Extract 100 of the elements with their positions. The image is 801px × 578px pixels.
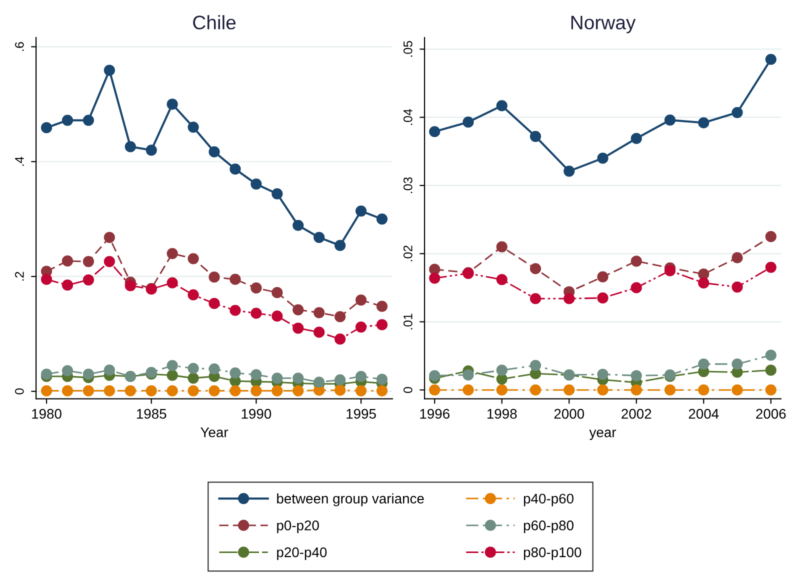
point — [664, 265, 676, 276]
legend-label: p80-p100 — [524, 547, 582, 560]
point — [355, 294, 367, 306]
point — [208, 298, 220, 310]
point — [597, 292, 608, 304]
point — [82, 385, 94, 396]
point — [698, 358, 710, 370]
chart-title: Chile — [193, 15, 236, 30]
point — [166, 277, 178, 288]
point — [146, 385, 157, 396]
point — [82, 256, 94, 268]
x-tick-label: 2004 — [688, 408, 719, 419]
point — [314, 232, 325, 243]
point — [765, 262, 776, 273]
point — [62, 114, 74, 126]
point — [429, 272, 440, 284]
point — [104, 256, 115, 268]
point — [530, 130, 542, 142]
x-tick-label: 2000 — [554, 408, 584, 419]
legend-label: p0-p20 — [277, 520, 319, 534]
point — [314, 307, 325, 318]
point — [597, 368, 608, 380]
point — [698, 117, 710, 128]
legend-label: p40-p60 — [524, 494, 574, 506]
point — [698, 277, 710, 289]
point — [272, 188, 283, 200]
x-tick-label: 2002 — [622, 408, 652, 419]
point — [104, 385, 115, 396]
point — [188, 372, 199, 384]
point — [429, 370, 440, 382]
point — [40, 274, 52, 285]
point — [630, 132, 642, 144]
point — [429, 264, 440, 275]
point — [188, 253, 199, 264]
point — [188, 289, 199, 300]
x-tick-label: 2006 — [756, 408, 786, 419]
point — [334, 334, 346, 345]
point — [230, 274, 241, 285]
point — [166, 370, 178, 381]
point — [62, 365, 74, 376]
point — [230, 385, 241, 396]
point — [496, 384, 508, 396]
point — [630, 384, 642, 396]
point — [698, 384, 710, 396]
legend-label: p60-p80 — [524, 520, 574, 534]
x-tick-label: 1998 — [487, 408, 517, 419]
y-tick-label: .2 — [15, 272, 24, 281]
point — [250, 308, 262, 319]
point — [429, 126, 440, 138]
point — [530, 384, 542, 396]
point — [250, 385, 262, 396]
point — [272, 372, 283, 384]
y-tick-label: 0 — [15, 388, 24, 394]
point — [376, 319, 388, 330]
point — [292, 322, 304, 334]
point — [732, 358, 743, 370]
point — [376, 214, 388, 225]
point — [462, 384, 474, 396]
point — [597, 152, 608, 164]
point — [496, 100, 508, 112]
point — [124, 280, 136, 292]
x-tick-label: 1996 — [420, 408, 450, 419]
point — [530, 263, 542, 274]
point — [630, 282, 642, 294]
point — [82, 114, 94, 126]
y-tick-label: 0 — [403, 386, 412, 393]
point — [564, 384, 575, 396]
point — [765, 231, 776, 242]
point — [82, 274, 94, 286]
point — [530, 360, 542, 371]
y-tick-label: .02 — [403, 246, 412, 262]
y-tick-label: .6 — [15, 42, 24, 51]
x-tick-label: 1985 — [136, 408, 166, 419]
point — [62, 255, 74, 267]
point — [208, 272, 220, 283]
point — [292, 385, 304, 396]
y-tick-label: .04 — [403, 108, 412, 125]
point — [166, 248, 178, 260]
chart-title: Norway — [571, 16, 636, 34]
point — [376, 385, 388, 396]
point — [765, 350, 776, 361]
point — [124, 385, 136, 396]
point — [124, 141, 136, 152]
point — [40, 385, 52, 396]
point — [230, 367, 241, 379]
point — [250, 178, 262, 190]
point — [355, 385, 367, 396]
point — [496, 364, 508, 376]
point — [664, 114, 676, 126]
point — [208, 146, 220, 158]
point — [564, 293, 575, 304]
point — [166, 360, 178, 372]
x-axis-title: year — [589, 430, 616, 440]
y-tick-label: .4 — [15, 156, 24, 166]
point — [355, 205, 367, 217]
point — [732, 252, 743, 264]
point — [376, 374, 388, 385]
point — [250, 282, 262, 294]
point — [496, 374, 508, 385]
point — [292, 304, 304, 316]
